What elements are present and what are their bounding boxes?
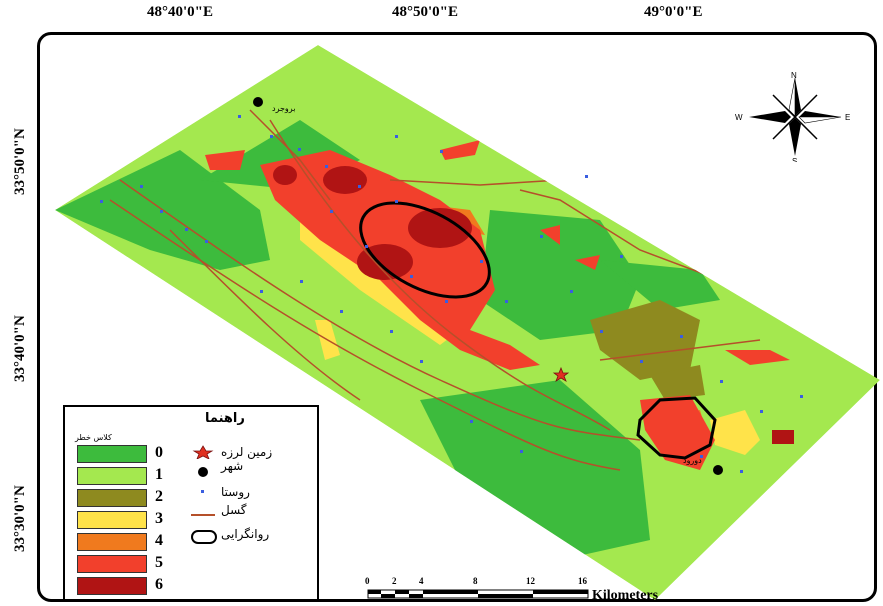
legend-swatch-class-2 (77, 489, 147, 507)
small-dot-icon (201, 490, 204, 493)
compass-n: N (791, 72, 797, 80)
scale-bar-graphic (367, 589, 589, 599)
city-label-2: دورود (683, 456, 702, 465)
legend-title: راهنما (205, 411, 245, 426)
line-icon (191, 514, 215, 516)
compass-s: S (792, 157, 797, 162)
compass-w: W (735, 113, 743, 122)
legend-swatch-class-0 (77, 445, 147, 463)
legend-swatch-class-1 (77, 467, 147, 485)
zone-class-6 (408, 208, 472, 248)
map-frame (37, 32, 877, 602)
dot-icon (198, 467, 208, 477)
zone-class-5 (540, 225, 560, 245)
legend-class-value: 5 (155, 554, 163, 571)
longitude-label-2: 48°50'0"E (392, 4, 458, 20)
longitude-label-3: 49°0'0"E (644, 4, 703, 20)
legend-swatch-class-3 (77, 511, 147, 529)
scale-tick: 4 (419, 576, 424, 586)
zone-class-0 (420, 380, 650, 560)
scale-tick: 0 (365, 576, 370, 586)
legend-symbol-label: روستا (221, 485, 250, 499)
zone-class-3 (710, 410, 760, 455)
legend-class-value: 6 (155, 576, 163, 593)
legend-subtitle: کلاس خطر (75, 433, 112, 442)
zone-class-5 (440, 140, 480, 160)
liquefaction-ellipse (359, 201, 491, 299)
scale-tick: 12 (526, 576, 535, 586)
zone-class-2 (650, 365, 705, 400)
map-legend: راهنما کلاس خطر 0 1 2 3 4 5 6 زمین لرزه شهر رو… (63, 405, 319, 601)
legend-swatch-class-4 (77, 533, 147, 551)
legend-symbol-label: گسل (221, 503, 247, 517)
zone-class-6 (323, 166, 367, 194)
fault-lines (109, 109, 761, 471)
compass-e: E (845, 113, 850, 122)
scale-unit: Kilometers (592, 588, 659, 603)
legend-symbol-label: روانگرایی (221, 527, 270, 541)
legend-class-value: 1 (155, 466, 163, 483)
city-label-1: بروجرد (272, 104, 296, 113)
legend-swatch-class-5 (77, 555, 147, 573)
zone-class-6 (273, 165, 297, 185)
legend-class-value: 4 (155, 532, 163, 549)
legend-symbol-label: شهر (221, 459, 244, 473)
city-dot (713, 465, 723, 475)
city-dot (253, 97, 263, 107)
zone-class-5 (205, 150, 245, 170)
zone-class-0 (600, 260, 720, 310)
village-dots (100, 115, 803, 473)
zone-class-6 (357, 244, 413, 280)
ellipse-icon (191, 530, 217, 544)
zone-class-5 (725, 350, 790, 365)
compass-rose-icon: N S W E (735, 72, 850, 162)
scale-tick: 8 (473, 576, 478, 586)
longitude-label-1: 48°40'0"E (147, 4, 213, 20)
legend-class-value: 3 (155, 510, 163, 527)
zone-class-2 (590, 300, 700, 380)
zone-class-5 (575, 255, 600, 270)
scale-tick: 16 (578, 576, 587, 586)
legend-class-value: 2 (155, 488, 163, 505)
earthquake-star-icon (552, 366, 570, 382)
legend-symbol-label: زمین لرزه (221, 445, 273, 459)
legend-swatch-class-6 (77, 577, 147, 595)
zone-class-6 (772, 430, 794, 444)
star-icon (192, 445, 214, 459)
legend-class-value: 0 (155, 444, 163, 461)
zone-class-0 (480, 210, 640, 340)
scale-tick: 2 (392, 576, 397, 586)
liquefaction-ellipse (636, 396, 717, 460)
